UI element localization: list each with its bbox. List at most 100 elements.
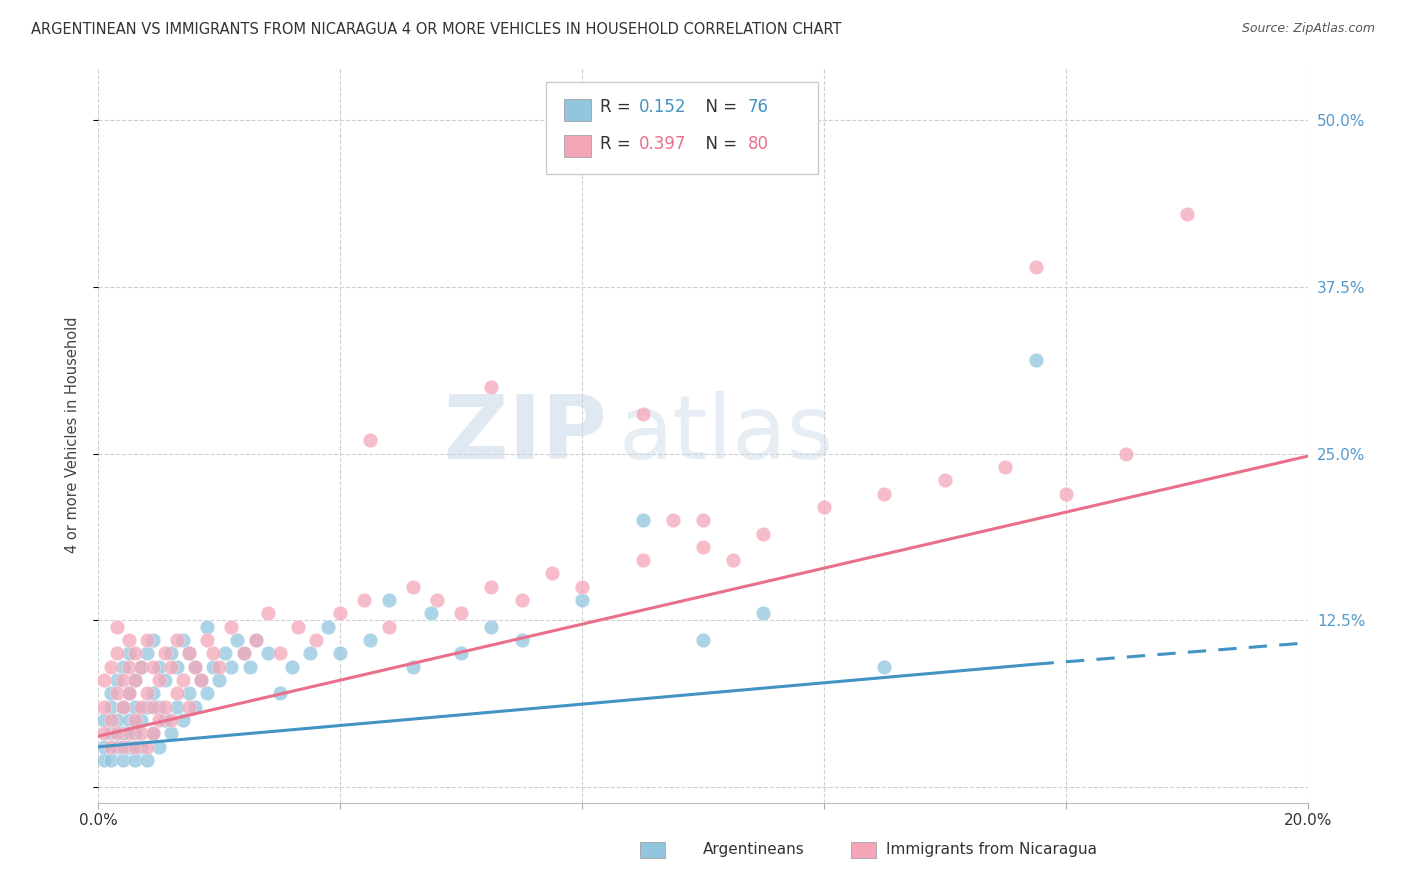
Point [873, 660, 896, 674]
Point [129, 739, 152, 754]
Point [184, 660, 207, 674]
Point [100, 660, 122, 674]
Point [232, 647, 254, 661]
Point [1115, 446, 1137, 460]
Point [692, 540, 714, 554]
Point [571, 580, 593, 594]
Point [269, 647, 291, 661]
Point [329, 647, 352, 661]
Point [118, 660, 141, 674]
Point [353, 593, 375, 607]
Point [105, 686, 128, 700]
Point [631, 553, 654, 567]
Point [377, 593, 399, 607]
Point [118, 686, 141, 700]
FancyBboxPatch shape [546, 81, 818, 174]
Point [148, 739, 170, 754]
Point [232, 647, 254, 661]
Point [135, 647, 157, 661]
Point [1175, 206, 1198, 220]
Point [692, 633, 714, 648]
Point [256, 647, 278, 661]
Point [661, 513, 683, 527]
Point [481, 620, 503, 634]
Text: 80: 80 [748, 136, 769, 153]
Point [118, 739, 141, 754]
Point [221, 620, 243, 634]
Point [129, 713, 152, 727]
Point [105, 726, 128, 740]
Point [214, 647, 236, 661]
Point [93, 753, 115, 767]
Point [329, 607, 352, 621]
Point [124, 713, 146, 727]
Point [142, 660, 165, 674]
Point [148, 699, 170, 714]
Text: Immigrants from Nicaragua: Immigrants from Nicaragua [886, 842, 1097, 856]
Point [202, 660, 225, 674]
Y-axis label: 4 or more Vehicles in Household: 4 or more Vehicles in Household [65, 317, 80, 553]
Point [813, 500, 835, 514]
Point [360, 633, 382, 648]
Point [360, 433, 382, 447]
Point [752, 607, 775, 621]
Point [153, 699, 176, 714]
Point [190, 673, 212, 688]
Point [1054, 486, 1077, 500]
Point [129, 726, 152, 740]
Point [179, 647, 201, 661]
Point [195, 686, 218, 700]
Point [184, 660, 207, 674]
Point [105, 647, 128, 661]
Point [190, 673, 212, 688]
Point [179, 647, 201, 661]
Text: R =: R = [600, 136, 637, 153]
Point [142, 686, 165, 700]
Point [148, 713, 170, 727]
Point [124, 673, 146, 688]
Point [105, 673, 128, 688]
Point [226, 633, 249, 648]
Point [305, 633, 328, 648]
Point [166, 633, 188, 648]
Point [135, 699, 157, 714]
Point [142, 726, 165, 740]
Point [148, 660, 170, 674]
Point [166, 699, 188, 714]
Point [142, 633, 165, 648]
Point [129, 660, 152, 674]
Point [160, 726, 183, 740]
Point [208, 673, 231, 688]
Point [316, 620, 339, 634]
Point [93, 699, 115, 714]
Text: ZIP: ZIP [443, 392, 606, 478]
Point [118, 726, 141, 740]
Point [420, 607, 443, 621]
Point [172, 713, 194, 727]
Point [256, 607, 278, 621]
Point [723, 553, 745, 567]
Point [111, 673, 134, 688]
Point [129, 699, 152, 714]
Point [873, 486, 896, 500]
Point [202, 647, 225, 661]
Point [166, 660, 188, 674]
Point [221, 660, 243, 674]
Point [195, 633, 218, 648]
Point [100, 753, 122, 767]
Point [105, 739, 128, 754]
Point [111, 699, 134, 714]
Point [692, 513, 714, 527]
Point [111, 699, 134, 714]
Point [124, 753, 146, 767]
Point [118, 647, 141, 661]
Point [540, 566, 562, 581]
Point [481, 580, 503, 594]
Point [118, 633, 141, 648]
Point [135, 686, 157, 700]
Text: Source: ZipAtlas.com: Source: ZipAtlas.com [1241, 22, 1375, 36]
Bar [564, 98, 591, 120]
Point [450, 647, 472, 661]
Text: 0.152: 0.152 [638, 98, 686, 116]
Bar [564, 136, 591, 157]
